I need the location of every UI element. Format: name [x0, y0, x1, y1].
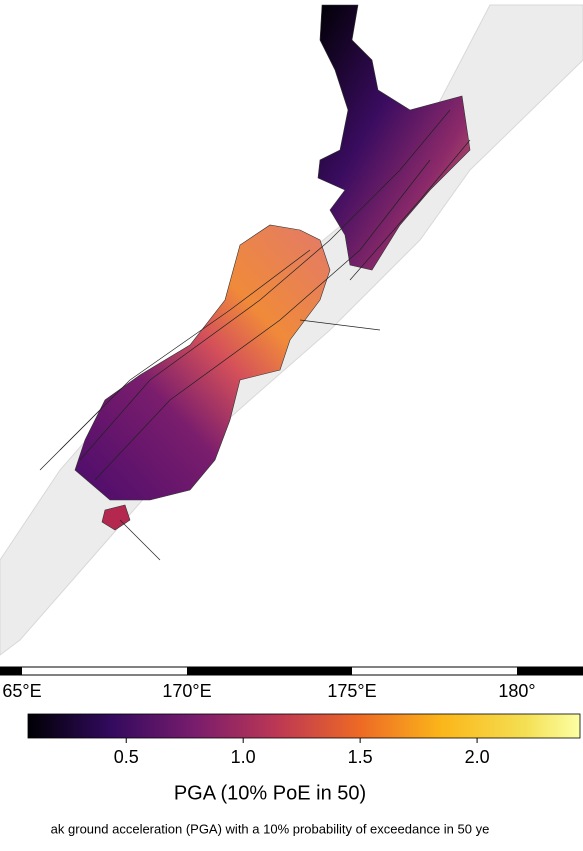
longitude-label: 170°E — [162, 681, 211, 701]
longitude-label: 180° — [498, 681, 535, 701]
scale-bar-segment — [187, 667, 352, 675]
colorbar-tick-label: 0.5 — [114, 747, 139, 767]
map: PGA (10% PoE in 50) ak ground accelerati… — [0, 0, 583, 846]
colorbar — [28, 714, 580, 738]
scale-bar-segment — [517, 667, 583, 675]
page: PGA (10% PoE in 50) ak ground accelerati… — [0, 0, 583, 846]
colorbar-tick-label: 2.0 — [465, 747, 490, 767]
longitude-label: 65°E — [2, 681, 41, 701]
colorbar-tick-label: 1.0 — [231, 747, 256, 767]
colorbar-label: PGA (10% PoE in 50) — [174, 782, 366, 804]
scale-bar-segment — [0, 667, 22, 675]
caption: ak ground acceleration (PGA) with a 10% … — [51, 821, 490, 836]
longitude-label: 175°E — [327, 681, 376, 701]
colorbar-tick-label: 1.5 — [348, 747, 373, 767]
